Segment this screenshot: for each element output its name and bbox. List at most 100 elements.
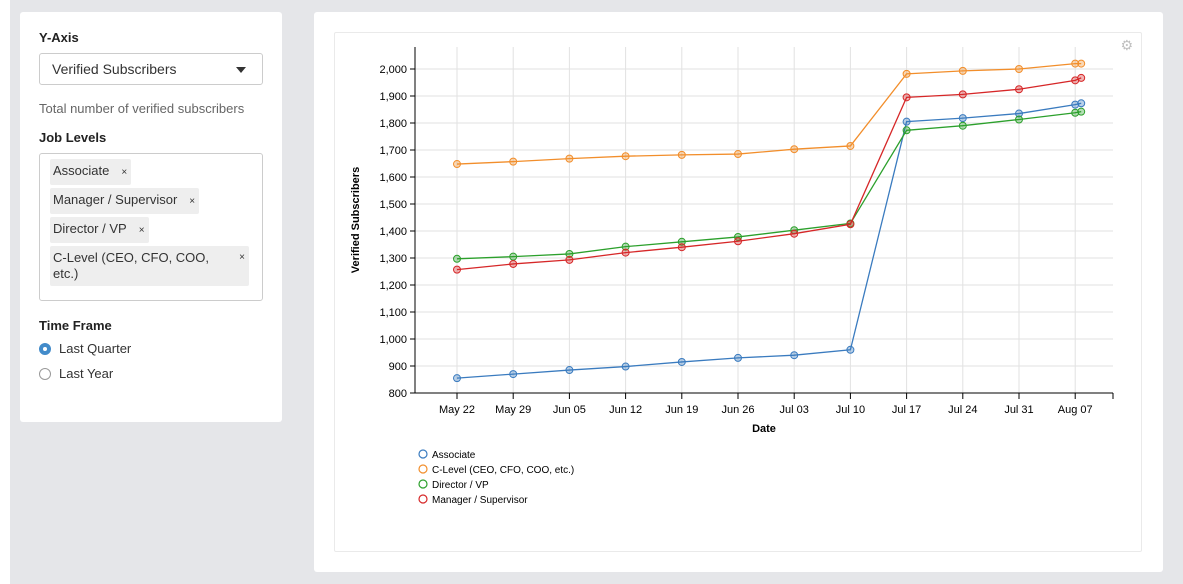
tag-associate: Associate ×	[50, 159, 132, 185]
data-point[interactable]	[958, 90, 967, 99]
data-point[interactable]	[790, 351, 799, 360]
data-point[interactable]	[621, 362, 630, 371]
data-point[interactable]	[1015, 85, 1023, 94]
series-line	[456, 77, 1082, 271]
tag-director-vp: Director / VP ×	[50, 217, 149, 243]
x-tick-label: Jul 17	[892, 404, 921, 416]
data-point[interactable]	[958, 114, 967, 123]
data-point[interactable]	[677, 243, 686, 252]
x-axis-title: Date	[752, 423, 776, 435]
data-point[interactable]	[958, 121, 967, 130]
x-tick-label: Jun 05	[553, 404, 586, 416]
data-point[interactable]	[509, 252, 518, 261]
y-axis-select-value: Verified Subscribers	[52, 61, 177, 77]
data-point[interactable]	[846, 220, 855, 229]
data-point[interactable]	[846, 345, 855, 354]
data-point[interactable]	[1071, 59, 1080, 68]
legend-marker[interactable]	[418, 449, 428, 459]
y-axis-title: Verified Subscribers	[350, 167, 362, 273]
tag-label: Director / VP	[53, 221, 127, 236]
data-point[interactable]	[565, 154, 574, 163]
data-point[interactable]	[509, 370, 518, 379]
x-tick-label: Jun 26	[721, 404, 754, 416]
y-tick-label: 1,700	[379, 145, 407, 157]
tag-manager-supervisor: Manager / Supervisor ×	[50, 188, 200, 214]
legend-label[interactable]: Associate	[432, 450, 476, 461]
data-point[interactable]	[453, 374, 461, 383]
y-tick-label: 1,300	[379, 253, 407, 265]
radio-checked-icon[interactable]	[39, 342, 51, 355]
legend-marker[interactable]	[418, 494, 428, 504]
job-levels-multiselect[interactable]: Associate × Manager / Supervisor × Directo…	[39, 153, 263, 301]
data-point[interactable]	[453, 254, 461, 263]
data-point[interactable]	[846, 141, 855, 150]
data-point[interactable]	[1015, 65, 1023, 73]
x-tick-label: Jul 31	[1004, 404, 1033, 416]
series-line	[456, 102, 1082, 379]
x-tick-label: Jun 19	[665, 404, 698, 416]
data-point[interactable]	[677, 237, 686, 246]
radio-last-quarter[interactable]: Last Quarter	[39, 339, 263, 358]
series-line	[456, 62, 1082, 165]
line-chart: 800 900 1,000 1,100 1,200 1,300 1,400 1,500 1,60…	[350, 47, 1114, 506]
data-point[interactable]	[902, 93, 911, 102]
data-point[interactable]	[1077, 59, 1086, 68]
tag-c-level: C-Level (CEO, CFO, COO, etc.) ×	[50, 246, 249, 286]
data-point[interactable]	[902, 126, 911, 135]
data-point[interactable]	[565, 255, 574, 264]
data-point[interactable]	[734, 237, 742, 246]
data-point[interactable]	[734, 232, 742, 241]
legend-label[interactable]: C-Level (CEO, CFO, COO, etc.)	[432, 465, 574, 476]
data-point[interactable]	[958, 66, 967, 75]
data-point[interactable]	[565, 366, 574, 375]
legend-marker[interactable]	[418, 464, 428, 474]
x-tick-label: Jul 03	[780, 404, 809, 416]
data-point[interactable]	[453, 160, 461, 169]
data-point[interactable]	[1071, 108, 1080, 117]
remove-tag-icon[interactable]: ×	[189, 196, 196, 207]
data-point[interactable]	[1015, 115, 1023, 124]
legend-marker[interactable]	[418, 479, 428, 489]
data-point[interactable]	[677, 357, 686, 366]
y-axis-help-text: Total number of verified subscribers	[39, 101, 245, 116]
data-point[interactable]	[621, 248, 630, 257]
radio-unchecked-icon[interactable]	[39, 367, 51, 380]
data-point[interactable]	[1077, 73, 1086, 82]
radio-label: Last Quarter	[59, 341, 132, 356]
remove-tag-icon[interactable]: ×	[121, 167, 128, 178]
data-point[interactable]	[621, 152, 630, 161]
data-point[interactable]	[509, 157, 518, 166]
data-point[interactable]	[902, 69, 911, 78]
data-point[interactable]	[621, 242, 630, 251]
y-tick-label: 1,200	[379, 280, 407, 292]
legend-label[interactable]: Director / VP	[432, 480, 489, 491]
data-point[interactable]	[734, 353, 742, 362]
data-point[interactable]	[790, 229, 799, 238]
chevron-down-icon[interactable]	[236, 67, 246, 73]
data-point[interactable]	[790, 145, 799, 154]
data-point[interactable]	[1077, 107, 1086, 116]
data-point[interactable]	[1071, 100, 1080, 109]
remove-tag-icon[interactable]: ×	[239, 252, 245, 263]
data-point[interactable]	[565, 249, 574, 258]
data-point[interactable]	[453, 265, 461, 274]
y-tick-label: 900	[389, 361, 407, 373]
radio-last-year[interactable]: Last Year	[39, 364, 263, 383]
data-point[interactable]	[509, 259, 518, 268]
data-point[interactable]	[1077, 99, 1086, 108]
x-tick-label: May 22	[439, 404, 475, 416]
y-axis-select[interactable]: Verified Subscribers	[39, 53, 263, 85]
y-axis-label: Y-Axis	[39, 30, 79, 45]
data-point[interactable]	[734, 150, 742, 159]
time-frame-label: Time Frame	[39, 318, 112, 333]
data-point[interactable]	[902, 117, 911, 126]
data-point[interactable]	[1015, 109, 1023, 118]
data-point[interactable]	[677, 150, 686, 159]
window-edge	[0, 0, 10, 584]
remove-tag-icon[interactable]: ×	[138, 225, 145, 236]
x-tick-label: Aug 07	[1058, 404, 1093, 416]
y-tick-label: 1,100	[379, 307, 407, 319]
gear-icon[interactable]: ⚙	[1120, 37, 1133, 53]
y-tick-label: 2,000	[379, 64, 407, 76]
legend-label[interactable]: Manager / Supervisor	[432, 495, 528, 506]
